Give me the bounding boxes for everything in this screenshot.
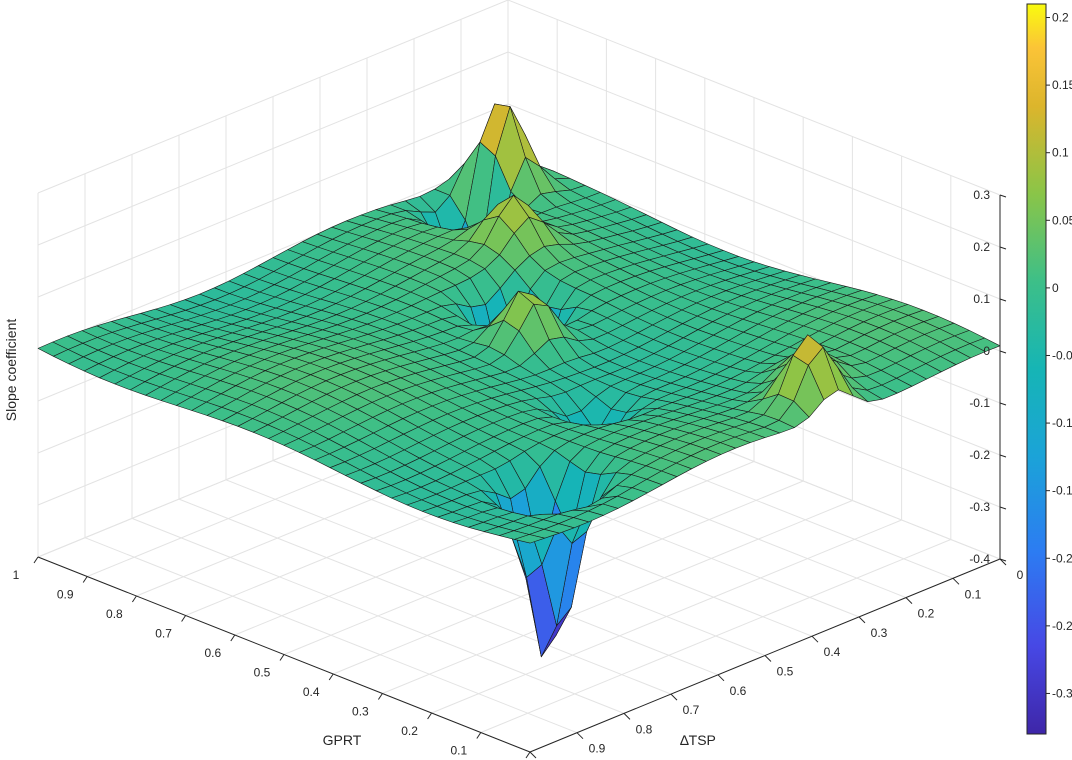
y-tick-label: 0 xyxy=(1017,568,1024,582)
z-tick xyxy=(999,298,1007,302)
y-tick-label: 0.5 xyxy=(777,665,794,679)
grid-line xyxy=(37,51,509,246)
z-axis-label: Slope coefficient xyxy=(3,319,19,422)
z-tick xyxy=(999,350,1007,354)
axes-frame xyxy=(33,194,1007,759)
grid-line xyxy=(37,0,509,194)
z-tick xyxy=(999,506,1007,510)
colorbar-tick-label: -0.05 xyxy=(1052,348,1072,362)
y-tick xyxy=(576,732,584,740)
colorbar-tick-label: 0 xyxy=(1052,281,1059,295)
x-tick xyxy=(279,654,285,661)
y-tick-label: 0.9 xyxy=(589,742,606,756)
y-tick xyxy=(811,635,819,643)
z-tick-label: -0.4 xyxy=(969,552,990,566)
x-tick xyxy=(230,634,236,642)
colorbar-tick-label: 0.15 xyxy=(1052,78,1072,92)
x-tick-label: 0.9 xyxy=(57,588,74,602)
y-axis-label: ∆TSP xyxy=(680,732,716,748)
x-tick xyxy=(82,576,88,583)
x-tick xyxy=(427,712,433,720)
y-tick xyxy=(623,713,631,720)
z-tick-label: 0.1 xyxy=(973,292,990,306)
colorbar: -0.3 -0.25 -0.2 -0.15 -0.1 -0.05 0 0.05 0.1 0.15 0… xyxy=(1026,3,1072,735)
surface-mesh xyxy=(37,103,1001,658)
z-tick-label: 0 xyxy=(983,344,990,358)
surface-facet xyxy=(514,534,546,544)
y-tick xyxy=(764,655,772,662)
colorbar-tick-label: 0.05 xyxy=(1052,213,1072,227)
colorbar-tick-label: -0.25 xyxy=(1052,619,1072,633)
y-tick xyxy=(529,751,537,759)
x-tick-label: 0.3 xyxy=(352,705,369,719)
grid-line xyxy=(178,498,672,695)
x-tick-label: 0.2 xyxy=(401,724,418,738)
z-tick xyxy=(999,402,1007,406)
y-tick-label: 0.3 xyxy=(871,626,888,640)
x-axis-label: GPRT xyxy=(323,732,362,748)
z-tick xyxy=(999,454,1007,458)
y-tick xyxy=(952,577,960,585)
x-tick xyxy=(377,693,383,700)
colorbar-ticks: -0.3 -0.25 -0.2 -0.15 -0.1 -0.05 0 0.05 0.1 0.15 0… xyxy=(1046,11,1072,700)
x-tick-label: 0.6 xyxy=(204,646,221,660)
grid-line xyxy=(84,537,578,734)
y-tick xyxy=(858,616,866,624)
x-tick xyxy=(33,556,39,564)
z-tick xyxy=(999,194,1007,198)
x-tick-label: 0.4 xyxy=(303,685,320,699)
y-tick-label: 0.8 xyxy=(636,722,653,736)
grid-line xyxy=(507,51,1001,248)
colorbar-tick-label: 0.1 xyxy=(1052,146,1069,160)
y-tick xyxy=(905,597,913,604)
z-tick-label: -0.1 xyxy=(969,396,990,410)
x-tick-label: 0.5 xyxy=(254,666,271,680)
y-tick-label: 0.2 xyxy=(918,607,935,621)
y-tick-label: 0.6 xyxy=(730,684,747,698)
y-tick-label: 0.4 xyxy=(824,645,841,659)
z-tick xyxy=(999,246,1007,250)
z-tick-label: -0.3 xyxy=(969,500,990,514)
z-tick-label: -0.2 xyxy=(969,448,990,462)
x-tick xyxy=(131,595,137,603)
colorbar-tick-label: -0.3 xyxy=(1052,686,1072,700)
grid-line xyxy=(507,103,1001,300)
z-tick-label: 0.2 xyxy=(973,240,990,254)
grid-line xyxy=(37,155,509,350)
colorbar-tick-label: -0.2 xyxy=(1052,551,1072,565)
y-tick-label: 0.7 xyxy=(683,703,700,717)
x-tick xyxy=(476,732,482,739)
y-tick xyxy=(670,693,678,701)
x-tick xyxy=(525,751,531,759)
grid-line xyxy=(507,0,1001,196)
colorbar-tick-label: 0.2 xyxy=(1052,11,1069,25)
tick-labels: -0.4 -0.3 -0.2 -0.1 0 0.1 0.2 0.3 0 0.1 0.2 0.3 0.4 0… xyxy=(13,188,1024,758)
grid-line xyxy=(225,479,719,676)
colorbar-tick-label: -0.1 xyxy=(1052,416,1072,430)
colorbar-gradient xyxy=(1026,3,1047,735)
y-tick-label: 0.1 xyxy=(965,587,982,601)
y-tick xyxy=(999,558,1007,566)
grid-line xyxy=(131,517,625,714)
z-tick-label: 0.3 xyxy=(973,188,990,202)
colorbar-tick-label: -0.15 xyxy=(1052,484,1072,498)
x-tick-label: 0.7 xyxy=(155,627,172,641)
y-tick xyxy=(717,674,725,682)
x-tick-label: 0.1 xyxy=(450,744,467,758)
x-tick-label: 0.8 xyxy=(106,607,123,621)
x-tick xyxy=(181,615,187,622)
x-tick xyxy=(328,673,334,681)
grid-line xyxy=(37,103,509,298)
x-tick-label: 1 xyxy=(13,568,20,582)
